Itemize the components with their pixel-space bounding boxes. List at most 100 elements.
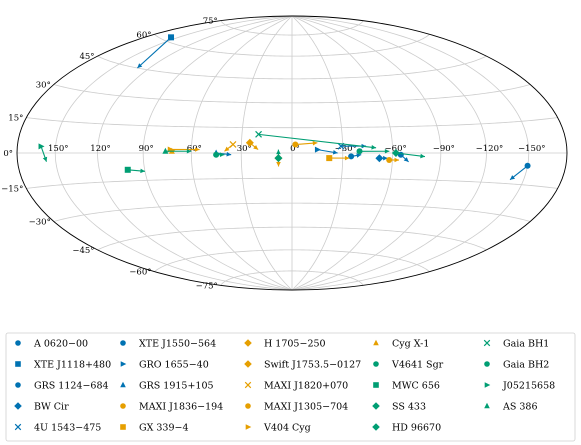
lat-tick-label: 60°: [136, 30, 151, 40]
legend-item-swift-j1753-5-0127: Swift J1753.5−0127: [244, 360, 361, 371]
legend-marker: [245, 403, 251, 409]
legend-item-v4641-sgr: V4641 Sgr: [373, 360, 444, 371]
legend-marker: [483, 339, 491, 347]
legend: A 0620−00 XTE J1118+480 GRS 1124−684 BW Cir…: [5, 332, 576, 442]
source-gaia-bh2: [356, 148, 390, 155]
trajectory-arrowhead: [312, 140, 318, 146]
lon-tick-label: −30°: [335, 144, 357, 154]
trajectory-arrowhead: [510, 175, 516, 180]
legend-label: GX 339−4: [139, 423, 189, 434]
marker-maxi-j1820-070: [229, 141, 237, 148]
marker-hd-96670: [391, 149, 400, 157]
lat-tick-label: −15°: [1, 184, 23, 194]
legend-marker: [120, 340, 126, 346]
legend-marker: [373, 361, 379, 367]
meridian-line: [291, 15, 487, 291]
lat-tick-label: −60°: [129, 268, 151, 278]
lon-tick-label: −120°: [476, 144, 504, 154]
marker-as-386: [162, 147, 169, 154]
lat-tick-label: −75°: [196, 281, 218, 291]
trajectory-arrowhead: [224, 146, 230, 152]
legend-label: HD 96670: [392, 423, 441, 434]
legend-frame: [5, 332, 576, 442]
legend-marker: [120, 403, 126, 409]
legend-label: MWC 656: [392, 381, 440, 392]
legend-marker: [15, 361, 21, 367]
legend-item-grs-1124-684: GRS 1124−684: [15, 381, 109, 392]
map-frame: [16, 15, 568, 291]
lat-tick-label: 15°: [8, 114, 23, 124]
legend-marker: [484, 382, 491, 388]
marker-maxi-j1305-704: [386, 156, 393, 163]
marker-j05215658: [38, 143, 45, 150]
marker-gx-339-4: [326, 155, 333, 162]
legend-marker: [14, 423, 22, 431]
legend-item-j05215658: J05215658: [484, 381, 555, 392]
legend-item-gx-339-4: GX 339−4: [120, 423, 189, 434]
legend-marker: [15, 340, 21, 346]
trajectory-arrowhead: [226, 151, 232, 157]
trajectory-arrowhead: [394, 157, 399, 163]
marker-v4641-sgr: [213, 151, 220, 158]
legend-label: H 1705−250: [264, 339, 326, 350]
source-j05215658: [38, 143, 48, 162]
legend-label: V4641 Sgr: [391, 360, 444, 371]
legend-item-cyg-x-1: Cyg X-1: [373, 339, 429, 350]
lat-tick-label: 0°: [3, 149, 13, 159]
legend-marker: [244, 339, 252, 347]
source-v4641-sgr: [213, 151, 225, 158]
trajectory-arrowhead: [383, 155, 388, 161]
source-bw-cir: [375, 154, 388, 163]
legend-marker: [244, 381, 252, 389]
lon-tick-label: 0°: [290, 144, 300, 154]
data-marks: [38, 34, 531, 181]
marker-h-1705-250: [245, 138, 254, 147]
legend-label: AS 386: [502, 402, 538, 413]
trajectory-line: [136, 36, 172, 69]
legend-label: A 0620−00: [33, 339, 88, 350]
legend-label: J05215658: [502, 381, 555, 392]
source-xte-j1118-480: [136, 34, 175, 69]
source-a-0620-00: [509, 162, 531, 181]
trajectory-arrowhead: [344, 155, 350, 161]
lat-tick-label: 45°: [79, 52, 94, 62]
legend-item-4u-1543-475: 4U 1543−475: [14, 423, 101, 434]
legend-marker: [484, 361, 490, 367]
trajectory-arrowhead: [276, 149, 281, 155]
meridian-line: [291, 15, 442, 291]
legend-label: GRO 1655−40: [139, 360, 209, 371]
trajectory-arrowhead: [253, 144, 259, 150]
trajectory-arrowhead: [195, 147, 200, 152]
legend-item-v404-cyg: V404 Cyg: [245, 423, 311, 434]
legend-item-hd-96670: HD 96670: [372, 423, 441, 434]
meridian-line: [240, 15, 293, 291]
legend-marker: [373, 382, 379, 388]
trajectory-arrowhead: [403, 157, 409, 162]
lon-tick-label: −60°: [385, 144, 407, 154]
legend-label: MAXI J1820+070: [264, 381, 348, 392]
legend-item-maxi-j1836-194: MAXI J1836−194: [120, 402, 223, 413]
legend-marker: [120, 381, 126, 388]
legend-item-ss-433: SS 433: [372, 402, 426, 413]
legend-item-h-1705-250: H 1705−250: [244, 339, 326, 350]
legend-item-maxi-j1820-070: MAXI J1820+070: [244, 381, 348, 392]
source-maxi-j1820-070: [224, 141, 237, 152]
marker-gaia-bh2: [356, 148, 363, 155]
lon-tick-label: −90°: [433, 144, 455, 154]
legend-label: XTE J1550−564: [139, 339, 216, 350]
lon-tick-label: 120°: [90, 144, 110, 154]
trajectory-line: [395, 152, 426, 158]
source-hd-96670: [391, 149, 426, 159]
legend-marker: [120, 361, 127, 367]
trajectory-arrowhead: [219, 152, 225, 158]
map-boundary: [16, 15, 568, 291]
trajectory-arrowhead: [356, 153, 362, 158]
legend-item-gaia-bh1: Gaia BH1: [483, 339, 549, 350]
legend-marker: [484, 402, 490, 409]
legend-item-xte-j1118-480: XTE J1118+480: [15, 360, 111, 371]
legend-marker: [120, 424, 126, 430]
trajectory-arrowhead: [371, 145, 377, 150]
legend-marker: [372, 423, 380, 431]
legend-label: Gaia BH2: [503, 360, 549, 371]
trajectory-arrowhead: [186, 148, 192, 154]
